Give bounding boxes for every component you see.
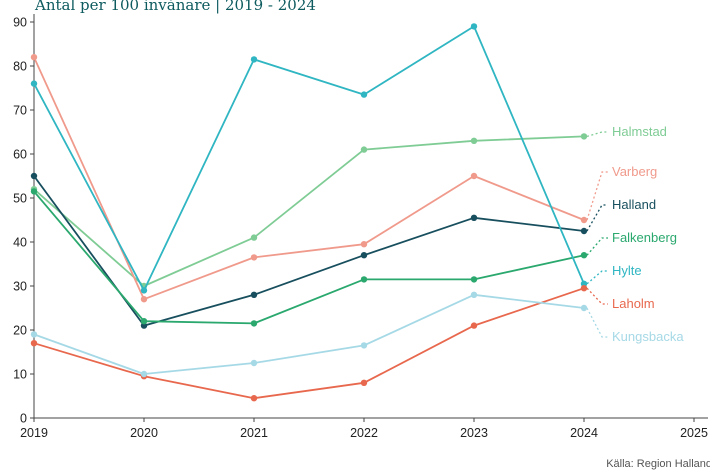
- data-point-halland: [360, 252, 368, 259]
- data-point-laholm: [470, 322, 478, 329]
- x-tick-label: 2021: [240, 426, 268, 440]
- label-leader-varberg: [586, 171, 608, 221]
- series-line-hylte: [33, 25, 585, 292]
- data-point-varberg: [140, 296, 148, 303]
- data-point-falkenberg: [580, 252, 588, 259]
- series-label-halmstad: Halmstad: [612, 124, 667, 139]
- series-label-halland: Halland: [612, 197, 656, 212]
- x-tick-label: 2024: [570, 426, 598, 440]
- data-point-varberg: [470, 172, 478, 180]
- data-point-hylte: [360, 91, 368, 98]
- series-line-falkenberg: [33, 190, 585, 325]
- data-point-falkenberg: [250, 320, 258, 327]
- data-point-halland: [580, 227, 588, 235]
- data-point-halland: [140, 322, 148, 329]
- x-tick-label: 2020: [130, 426, 158, 440]
- label-leader-kungsbacka: [586, 307, 608, 338]
- data-point-kungsbacka: [360, 342, 368, 349]
- data-point-varberg: [360, 241, 368, 248]
- data-point-falkenberg: [30, 188, 38, 195]
- data-point-halmstad: [470, 137, 478, 144]
- data-point-hylte: [470, 23, 478, 30]
- data-point-kungsbacka: [250, 359, 258, 367]
- data-point-varberg: [250, 254, 258, 261]
- label-leader-halmstad: [586, 131, 608, 138]
- data-point-hylte: [140, 287, 148, 294]
- y-tick-label: 10: [13, 368, 27, 382]
- data-point-falkenberg: [470, 276, 478, 283]
- data-point-falkenberg: [360, 276, 368, 283]
- series-label-kungsbacka: Kungsbacka: [612, 329, 684, 344]
- x-tick-label: 2025: [680, 426, 708, 440]
- data-point-kungsbacka: [30, 331, 38, 338]
- label-leader-halland: [586, 204, 608, 232]
- series-label-laholm: Laholm: [612, 296, 655, 311]
- chart-subtitle: Antal per 100 invånare | 2019 - 2024: [35, 0, 316, 14]
- y-tick-label: 0: [20, 412, 27, 426]
- data-point-halland: [470, 214, 478, 221]
- data-point-halmstad: [250, 234, 258, 241]
- series-line-varberg: [33, 56, 585, 301]
- y-tick-label: 90: [13, 16, 27, 30]
- source-note: Källa: Region Halland: [606, 458, 710, 470]
- data-point-varberg: [30, 54, 38, 61]
- data-point-halmstad: [580, 133, 588, 140]
- series-label-varberg: Varberg: [612, 164, 657, 179]
- data-point-falkenberg: [140, 318, 148, 325]
- data-point-halmstad: [360, 146, 368, 153]
- x-tick-label: 2019: [20, 426, 48, 440]
- label-leader-falkenberg: [586, 237, 608, 256]
- y-tick-label: 30: [13, 280, 27, 294]
- data-point-hylte: [30, 80, 38, 87]
- y-tick-label: 80: [13, 60, 27, 74]
- data-point-laholm: [250, 395, 258, 402]
- label-leader-hylte: [586, 270, 608, 285]
- data-point-halland: [250, 291, 258, 298]
- series-line-kungsbacka: [33, 293, 585, 375]
- data-point-halland: [30, 172, 38, 180]
- series-line-laholm: [33, 287, 585, 400]
- series-label-hylte: Hylte: [612, 263, 642, 278]
- data-point-kungsbacka: [140, 370, 148, 378]
- y-tick-label: 70: [13, 104, 27, 118]
- series-line-halmstad: [33, 135, 585, 287]
- data-point-kungsbacka: [580, 304, 588, 312]
- y-tick-label: 60: [13, 148, 27, 162]
- data-point-kungsbacka: [470, 291, 478, 298]
- data-point-laholm: [360, 379, 368, 386]
- data-point-laholm: [30, 340, 38, 347]
- y-tick-label: 20: [13, 324, 27, 338]
- data-point-varberg: [580, 216, 588, 224]
- y-tick-label: 50: [13, 192, 27, 206]
- data-point-laholm: [580, 285, 588, 292]
- label-leader-laholm: [586, 287, 608, 305]
- series-label-falkenberg: Falkenberg: [612, 230, 677, 245]
- x-tick-label: 2022: [350, 426, 378, 440]
- y-tick-label: 40: [13, 236, 27, 250]
- x-tick-label: 2023: [460, 426, 488, 440]
- data-point-hylte: [580, 280, 588, 287]
- data-point-hylte: [250, 56, 258, 63]
